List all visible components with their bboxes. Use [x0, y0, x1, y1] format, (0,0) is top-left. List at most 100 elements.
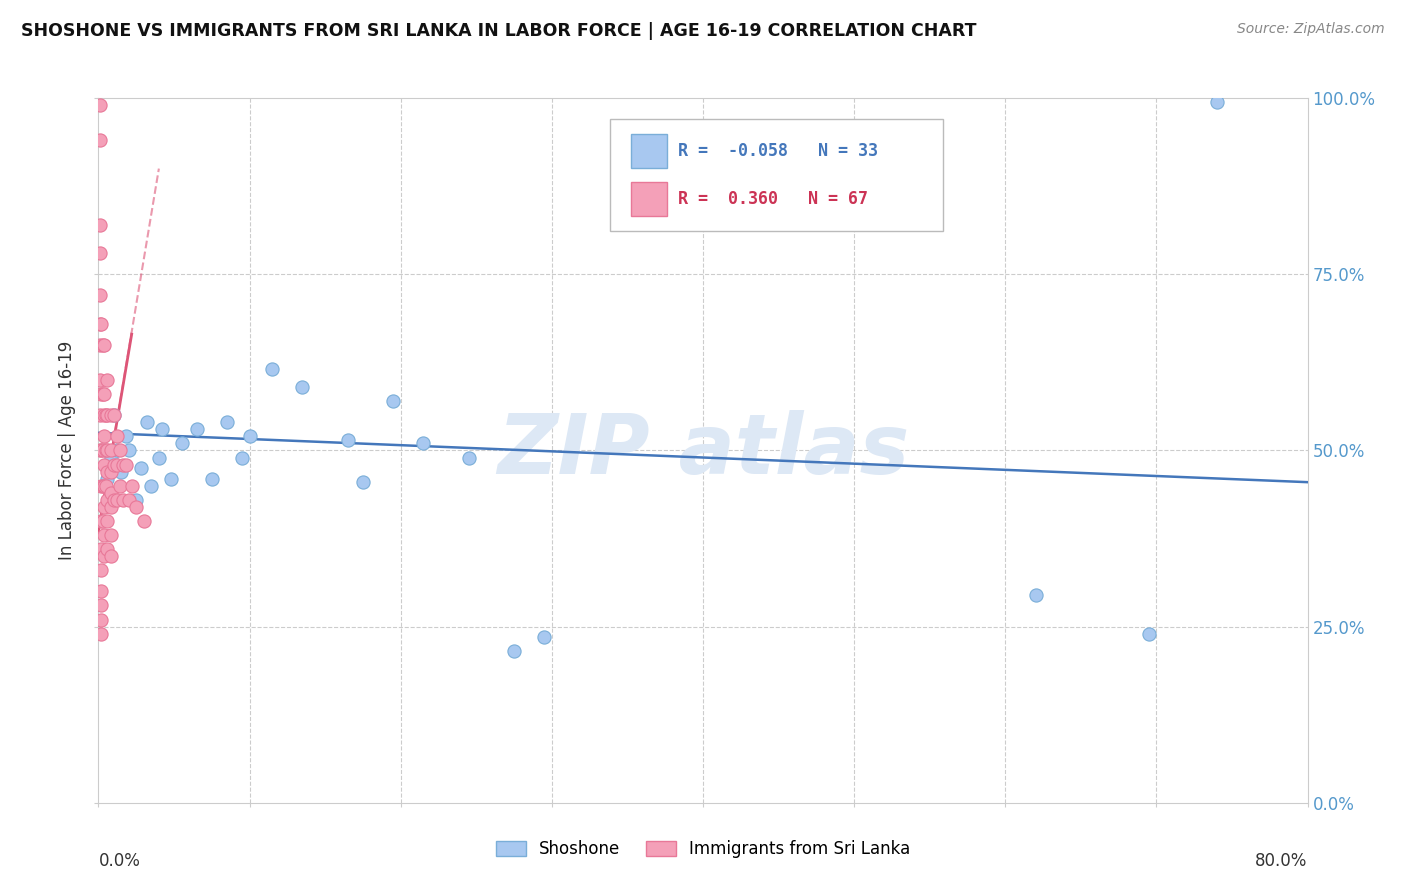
Point — [215, 415, 238, 429]
Point — [89, 317, 111, 331]
Point — [90, 478, 112, 492]
Point — [100, 443, 122, 458]
Point — [121, 478, 143, 492]
Point — [105, 458, 128, 472]
Point — [90, 443, 112, 458]
Legend: Shoshone, Immigrants from Sri Lanka: Shoshone, Immigrants from Sri Lanka — [489, 834, 917, 865]
Point — [90, 599, 112, 613]
Point — [89, 98, 111, 112]
Point — [141, 478, 163, 492]
Point — [291, 380, 314, 394]
Point — [170, 436, 193, 450]
Point — [100, 408, 122, 422]
Point — [100, 485, 122, 500]
Point — [93, 429, 115, 443]
Point — [186, 422, 208, 436]
Point — [103, 492, 125, 507]
Point — [103, 408, 125, 422]
Point — [105, 492, 128, 507]
Point — [100, 549, 122, 564]
Point — [89, 133, 111, 147]
Point — [129, 461, 152, 475]
Point — [93, 408, 115, 422]
Point — [89, 218, 111, 232]
Point — [103, 408, 125, 422]
Point — [89, 338, 111, 352]
Point — [94, 443, 117, 458]
Text: 80.0%: 80.0% — [1256, 852, 1308, 870]
Point — [533, 630, 555, 644]
Point — [94, 408, 117, 422]
Point — [105, 443, 128, 458]
Point — [93, 549, 115, 564]
Text: R =  0.360   N = 67: R = 0.360 N = 67 — [678, 190, 868, 208]
Point — [94, 478, 117, 492]
Point — [110, 465, 132, 479]
Point — [114, 429, 136, 443]
Point — [91, 338, 114, 352]
Point — [239, 429, 262, 443]
Point — [90, 626, 112, 640]
Point — [105, 429, 128, 443]
Point — [135, 415, 157, 429]
Text: SHOSHONE VS IMMIGRANTS FROM SRI LANKA IN LABOR FORCE | AGE 16-19 CORRELATION CHA: SHOSHONE VS IMMIGRANTS FROM SRI LANKA IN… — [21, 22, 977, 40]
Point — [125, 500, 148, 514]
Point — [100, 500, 122, 514]
Point — [91, 443, 114, 458]
Point — [160, 472, 183, 486]
Point — [93, 338, 115, 352]
Point — [111, 458, 134, 472]
Point — [1206, 95, 1229, 109]
Y-axis label: In Labor Force | Age 16-19: In Labor Force | Age 16-19 — [58, 341, 76, 560]
Point — [96, 542, 118, 557]
Point — [503, 644, 526, 658]
Point — [91, 478, 114, 492]
Point — [96, 472, 118, 486]
Point — [89, 373, 111, 387]
Point — [118, 443, 141, 458]
Point — [1024, 588, 1046, 602]
Point — [93, 458, 115, 472]
Point — [90, 563, 112, 577]
Point — [90, 542, 112, 557]
Point — [93, 500, 115, 514]
Point — [96, 443, 118, 458]
Point — [93, 387, 115, 401]
Point — [100, 465, 122, 479]
Text: ZIP atlas: ZIP atlas — [496, 410, 910, 491]
Point — [96, 514, 118, 528]
Point — [90, 613, 112, 627]
Point — [90, 584, 112, 599]
Point — [96, 373, 118, 387]
Point — [382, 394, 405, 409]
Point — [118, 492, 141, 507]
Point — [93, 528, 115, 542]
Point — [132, 514, 155, 528]
Point — [96, 408, 118, 422]
Point — [96, 492, 118, 507]
Point — [100, 450, 122, 465]
Point — [352, 475, 374, 490]
Point — [412, 436, 434, 450]
Point — [90, 514, 112, 528]
Point — [108, 443, 131, 458]
Point — [100, 528, 122, 542]
Point — [90, 317, 112, 331]
Point — [103, 492, 125, 507]
Point — [111, 492, 134, 507]
Point — [89, 246, 111, 260]
Point — [93, 478, 115, 492]
Point — [1137, 626, 1160, 640]
Point — [114, 458, 136, 472]
Point — [457, 450, 479, 465]
Point — [89, 408, 111, 422]
Point — [91, 387, 114, 401]
Point — [148, 450, 170, 465]
Point — [91, 514, 114, 528]
Point — [108, 478, 131, 492]
Point — [231, 450, 253, 465]
Point — [103, 458, 125, 472]
Text: R =  -0.058   N = 33: R = -0.058 N = 33 — [678, 142, 877, 160]
Point — [201, 472, 224, 486]
Point — [150, 422, 173, 436]
